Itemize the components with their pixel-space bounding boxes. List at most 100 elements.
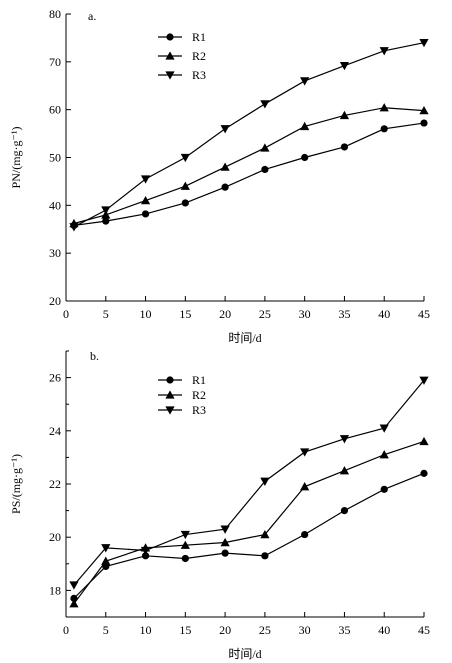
data-point-r2 bbox=[419, 106, 429, 115]
data-point-r2 bbox=[260, 143, 270, 152]
y-tick-label: 40 bbox=[49, 198, 61, 212]
x-axis-title: 时间/d bbox=[228, 331, 261, 345]
x-tick-label: 25 bbox=[259, 623, 271, 637]
series-line-r2 bbox=[73, 107, 425, 225]
data-point-r1 bbox=[301, 153, 309, 162]
data-point-r3 bbox=[379, 424, 389, 433]
x-tick-label: 0 bbox=[63, 623, 69, 637]
x-tick-label: 0 bbox=[63, 307, 69, 321]
data-point-r2 bbox=[220, 537, 230, 547]
y-tick-label: 60 bbox=[49, 103, 61, 117]
y-tick-label: 30 bbox=[49, 246, 61, 260]
y-tick-label: 26 bbox=[49, 371, 61, 385]
data-point-r2 bbox=[220, 162, 230, 171]
data-point-r1 bbox=[102, 217, 110, 225]
data-point-r2 bbox=[180, 181, 190, 190]
data-point-r1 bbox=[141, 552, 150, 560]
data-point-r1 bbox=[420, 469, 428, 477]
data-point-r3 bbox=[339, 61, 350, 71]
x-tick-label: 35 bbox=[338, 307, 350, 321]
data-point-r1 bbox=[221, 549, 229, 557]
x-tick-label: 45 bbox=[418, 623, 430, 637]
data-point-r2 bbox=[300, 121, 310, 131]
legend-marker bbox=[165, 406, 175, 415]
y-axis-title: PN/(mg·g⁻¹) bbox=[9, 127, 23, 189]
x-tick-label: 40 bbox=[378, 307, 390, 321]
data-point-r1 bbox=[261, 165, 269, 174]
legend-marker bbox=[166, 33, 174, 41]
legend-label: R1 bbox=[192, 30, 206, 44]
y-tick-label: 80 bbox=[49, 7, 61, 21]
chart-panel-ps: 0 5 10 15 20 25 30 35 40 45 18 20 22 24 26 时间/d PS/(mg·g… bbox=[9, 349, 430, 661]
data-point-r2 bbox=[140, 195, 151, 205]
legend-label: R2 bbox=[192, 49, 206, 63]
data-point-r3 bbox=[260, 477, 270, 486]
data-point-r3 bbox=[101, 544, 111, 553]
y-tick-label: 50 bbox=[49, 151, 61, 165]
data-point-r2 bbox=[379, 103, 389, 112]
data-point-r2 bbox=[379, 450, 389, 459]
x-tick-label: 15 bbox=[179, 307, 191, 321]
x-tick-label: 45 bbox=[418, 307, 430, 321]
x-tick-label: 30 bbox=[299, 623, 311, 637]
x-tick-label: 35 bbox=[338, 623, 350, 637]
x-tick-label: 20 bbox=[219, 307, 231, 321]
data-point-r1 bbox=[380, 485, 388, 493]
legend-label: R2 bbox=[192, 388, 206, 402]
panel-label: a. bbox=[88, 9, 96, 23]
x-tick-label: 5 bbox=[103, 307, 109, 321]
series-line-r3 bbox=[73, 42, 425, 228]
data-point-r3 bbox=[300, 448, 310, 457]
legend-marker bbox=[165, 390, 175, 399]
data-point-r3 bbox=[180, 530, 190, 540]
y-tick-label: 70 bbox=[49, 55, 61, 69]
data-point-r2 bbox=[339, 110, 350, 120]
data-point-r1 bbox=[141, 210, 150, 218]
data-point-r1 bbox=[340, 507, 349, 515]
legend-label: R3 bbox=[192, 403, 206, 417]
legend-label: R3 bbox=[192, 68, 206, 82]
data-point-r1 bbox=[380, 125, 388, 133]
data-point-r3 bbox=[419, 376, 429, 385]
data-point-r2 bbox=[69, 599, 79, 608]
data-point-r2 bbox=[339, 466, 350, 475]
data-point-r1 bbox=[221, 183, 229, 191]
data-point-r3 bbox=[260, 100, 270, 109]
panel-label: b. bbox=[90, 349, 99, 363]
legend-label: R1 bbox=[192, 373, 206, 387]
x-tick-label: 25 bbox=[259, 307, 271, 321]
chart-panel-pn: 0 5 10 15 20 25 30 35 40 45 20 30 40 50 60 70 80 时间/d PN/(… bbox=[9, 7, 430, 345]
y-tick-label: 20 bbox=[49, 530, 61, 544]
y-tick-label: 20 bbox=[49, 294, 61, 308]
x-tick-label: 10 bbox=[140, 307, 152, 321]
data-point-r3 bbox=[69, 581, 79, 590]
x-tick-label: 30 bbox=[299, 307, 311, 321]
data-point-r2 bbox=[260, 529, 270, 539]
data-point-r1 bbox=[261, 552, 269, 560]
data-point-r3 bbox=[379, 47, 389, 56]
data-point-r2 bbox=[300, 482, 310, 491]
data-point-r3 bbox=[180, 153, 190, 163]
x-tick-label: 10 bbox=[140, 623, 152, 637]
data-point-r3 bbox=[220, 525, 230, 534]
x-tick-label: 15 bbox=[179, 623, 191, 637]
data-point-r2 bbox=[101, 556, 111, 565]
data-point-r2 bbox=[180, 540, 190, 549]
data-point-r3 bbox=[69, 223, 79, 232]
data-point-r1 bbox=[70, 594, 78, 602]
legend-marker bbox=[165, 51, 175, 60]
x-tick-label: 40 bbox=[378, 623, 390, 637]
data-point-r3 bbox=[419, 39, 429, 48]
data-point-r3 bbox=[220, 125, 230, 134]
data-point-r1 bbox=[420, 119, 428, 127]
data-point-r1 bbox=[181, 199, 189, 207]
data-point-r1 bbox=[181, 554, 189, 563]
legend-marker bbox=[165, 71, 175, 80]
x-tick-label: 20 bbox=[219, 623, 231, 637]
series-line-r1 bbox=[73, 472, 425, 599]
data-point-r3 bbox=[101, 206, 111, 215]
series-line-r1 bbox=[73, 122, 425, 227]
data-point-r2 bbox=[419, 436, 429, 446]
series-line-r2 bbox=[73, 440, 425, 605]
legend-marker bbox=[166, 376, 174, 384]
